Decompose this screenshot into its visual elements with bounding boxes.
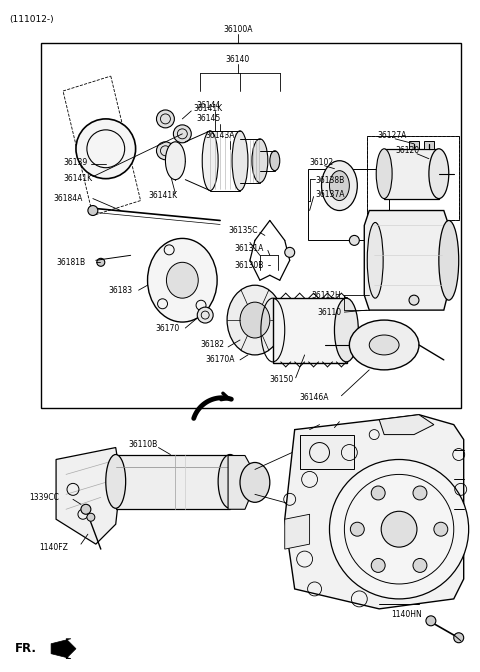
Text: 36141K: 36141K xyxy=(193,104,222,114)
Circle shape xyxy=(81,504,91,514)
Ellipse shape xyxy=(252,139,268,183)
Polygon shape xyxy=(364,210,449,310)
Text: (111012-): (111012-) xyxy=(9,15,54,24)
Ellipse shape xyxy=(329,171,349,200)
Text: 1140FZ: 1140FZ xyxy=(39,542,68,552)
Bar xyxy=(116,454,230,509)
Ellipse shape xyxy=(227,285,283,355)
Ellipse shape xyxy=(156,142,174,160)
Ellipse shape xyxy=(439,220,459,300)
Bar xyxy=(384,149,439,198)
Circle shape xyxy=(454,633,464,642)
Circle shape xyxy=(371,558,385,573)
Circle shape xyxy=(285,247,295,257)
Polygon shape xyxy=(285,415,464,609)
Text: 36112H: 36112H xyxy=(312,291,341,300)
Text: 36131A: 36131A xyxy=(234,244,264,253)
Text: 36181B: 36181B xyxy=(56,258,85,267)
Ellipse shape xyxy=(156,110,174,128)
Text: 36170: 36170 xyxy=(156,323,180,333)
Text: 36143A: 36143A xyxy=(205,131,235,140)
Circle shape xyxy=(413,486,427,500)
Circle shape xyxy=(413,558,427,573)
Ellipse shape xyxy=(232,131,248,191)
Text: FR.: FR. xyxy=(15,642,37,655)
Text: 36184A: 36184A xyxy=(53,194,83,203)
Text: 36138B: 36138B xyxy=(315,176,345,185)
Text: 36102: 36102 xyxy=(310,158,334,167)
Ellipse shape xyxy=(218,454,242,508)
Ellipse shape xyxy=(367,222,383,298)
Text: 1140HN: 1140HN xyxy=(391,610,422,620)
Ellipse shape xyxy=(147,239,217,322)
Text: 36127A: 36127A xyxy=(377,131,407,140)
Ellipse shape xyxy=(429,149,449,198)
Circle shape xyxy=(97,258,105,266)
Text: 36183: 36183 xyxy=(109,286,133,295)
Ellipse shape xyxy=(240,462,270,502)
Ellipse shape xyxy=(202,131,218,191)
Text: 36110: 36110 xyxy=(318,308,342,317)
Ellipse shape xyxy=(240,302,270,338)
Circle shape xyxy=(349,235,360,245)
Circle shape xyxy=(434,522,448,536)
Bar xyxy=(273,298,348,363)
Text: 36144: 36144 xyxy=(196,101,220,110)
Text: 36135C: 36135C xyxy=(228,226,258,235)
Bar xyxy=(424,141,434,149)
Polygon shape xyxy=(285,514,310,549)
Text: 36145: 36145 xyxy=(196,114,220,124)
Circle shape xyxy=(409,295,419,305)
Text: 36141K: 36141K xyxy=(148,191,178,200)
Circle shape xyxy=(426,616,436,626)
Ellipse shape xyxy=(369,335,399,355)
Text: 36182: 36182 xyxy=(200,341,224,349)
Ellipse shape xyxy=(349,320,419,370)
Polygon shape xyxy=(228,456,250,509)
Circle shape xyxy=(329,460,468,599)
Text: 1339CC: 1339CC xyxy=(29,493,59,502)
Text: 36141K: 36141K xyxy=(63,174,92,183)
Text: 36140: 36140 xyxy=(226,54,250,64)
Ellipse shape xyxy=(76,119,136,179)
Ellipse shape xyxy=(322,161,357,210)
Text: 36110B: 36110B xyxy=(129,440,158,449)
Text: 36170A: 36170A xyxy=(205,355,235,364)
Text: 36150: 36150 xyxy=(270,376,294,384)
Text: 36139: 36139 xyxy=(63,158,87,167)
Circle shape xyxy=(88,206,98,216)
Bar xyxy=(41,43,461,408)
Text: 36130B: 36130B xyxy=(234,261,264,269)
Circle shape xyxy=(381,511,417,547)
Text: 36100A: 36100A xyxy=(223,25,253,34)
Ellipse shape xyxy=(173,125,192,143)
Ellipse shape xyxy=(167,262,198,298)
Circle shape xyxy=(350,522,364,536)
Circle shape xyxy=(197,307,213,323)
Text: 36146A: 36146A xyxy=(300,393,329,403)
Ellipse shape xyxy=(106,454,126,508)
Bar xyxy=(300,435,354,470)
Text: 36120: 36120 xyxy=(395,146,419,155)
Ellipse shape xyxy=(376,149,392,198)
Bar xyxy=(409,141,419,149)
Text: 36137A: 36137A xyxy=(315,190,345,199)
Polygon shape xyxy=(56,448,120,544)
Ellipse shape xyxy=(270,151,280,171)
Circle shape xyxy=(371,486,385,500)
Polygon shape xyxy=(51,639,76,659)
Polygon shape xyxy=(379,415,434,435)
Ellipse shape xyxy=(166,142,185,179)
Ellipse shape xyxy=(335,298,358,362)
Circle shape xyxy=(87,513,95,521)
